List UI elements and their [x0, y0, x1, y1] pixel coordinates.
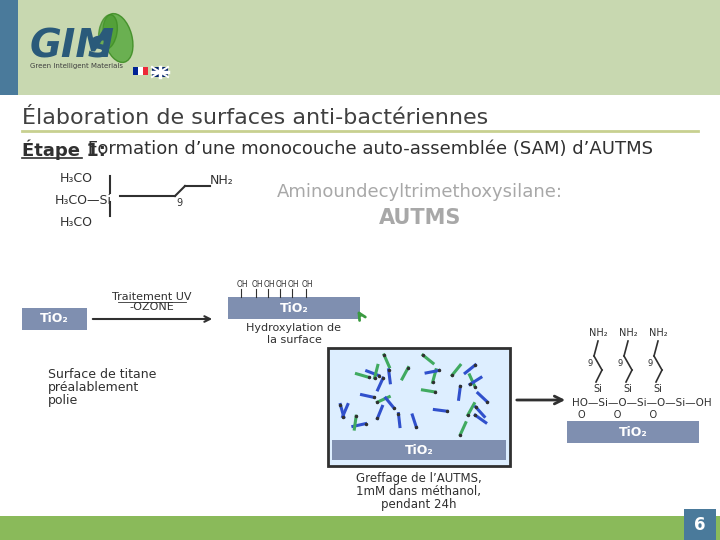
Text: HO—Si—O—Si—O—Si—OH: HO—Si—O—Si—O—Si—OH — [572, 398, 711, 408]
Text: Aminoundecyltrimethoxysilane:: Aminoundecyltrimethoxysilane: — [277, 183, 563, 201]
Text: GIM: GIM — [30, 28, 115, 66]
FancyBboxPatch shape — [138, 67, 143, 75]
Text: OH: OH — [288, 280, 300, 289]
FancyBboxPatch shape — [332, 440, 506, 460]
Text: Formation d’une monocouche auto-assemblée (SAM) d’AUTMS: Formation d’une monocouche auto-assemblé… — [82, 140, 653, 158]
Text: polie: polie — [48, 394, 78, 407]
Text: O         O         O: O O O — [578, 410, 657, 420]
Text: Greffage de l’AUTMS,: Greffage de l’AUTMS, — [356, 472, 482, 485]
Text: OH: OH — [237, 280, 248, 289]
Text: H₃CO—Si: H₃CO—Si — [55, 194, 112, 207]
Text: OH: OH — [264, 280, 276, 289]
Text: TiO₂: TiO₂ — [405, 443, 433, 456]
Text: Hydroxylation de: Hydroxylation de — [246, 323, 341, 333]
Text: 9: 9 — [588, 359, 593, 368]
FancyBboxPatch shape — [567, 421, 699, 443]
Text: 9: 9 — [618, 359, 624, 368]
Text: Green Intelligent Materials: Green Intelligent Materials — [30, 63, 123, 69]
FancyBboxPatch shape — [22, 308, 87, 330]
FancyBboxPatch shape — [133, 67, 138, 75]
Text: OH: OH — [252, 280, 264, 289]
Ellipse shape — [103, 14, 133, 63]
Text: pendant 24h: pendant 24h — [382, 498, 456, 511]
Text: NH₂: NH₂ — [618, 328, 637, 338]
Text: TiO₂: TiO₂ — [40, 313, 68, 326]
Text: Si: Si — [593, 384, 602, 394]
Text: 1mM dans méthanol,: 1mM dans méthanol, — [356, 485, 482, 498]
FancyBboxPatch shape — [143, 67, 148, 75]
FancyBboxPatch shape — [152, 67, 168, 77]
FancyBboxPatch shape — [0, 0, 18, 95]
Text: Traitement UV: Traitement UV — [112, 292, 192, 302]
Text: 9: 9 — [648, 359, 653, 368]
Text: -OZONE: -OZONE — [130, 302, 174, 312]
Text: Étape 1:: Étape 1: — [22, 140, 106, 160]
Text: 6: 6 — [694, 516, 706, 534]
FancyBboxPatch shape — [328, 348, 510, 466]
Text: H₃CO: H₃CO — [60, 172, 93, 185]
Ellipse shape — [99, 15, 117, 49]
Text: la surface: la surface — [266, 335, 321, 345]
Text: AUTMS: AUTMS — [379, 208, 462, 228]
Text: Élaboration de surfaces anti-bactériennes: Élaboration de surfaces anti-bactérienne… — [22, 108, 488, 128]
FancyBboxPatch shape — [684, 509, 716, 540]
Text: Si: Si — [623, 384, 632, 394]
FancyBboxPatch shape — [228, 297, 360, 319]
Text: TiO₂: TiO₂ — [279, 301, 308, 314]
FancyBboxPatch shape — [0, 516, 720, 540]
Text: NH₂: NH₂ — [589, 328, 607, 338]
Text: H₃CO: H₃CO — [60, 216, 93, 229]
Text: 9: 9 — [176, 198, 182, 208]
Text: OH: OH — [276, 280, 287, 289]
Text: préalablement: préalablement — [48, 381, 139, 394]
Text: OH: OH — [302, 280, 314, 289]
Text: TiO₂: TiO₂ — [618, 426, 647, 438]
Text: Surface de titane: Surface de titane — [48, 368, 156, 381]
Text: Si: Si — [653, 384, 662, 394]
Text: s: s — [88, 28, 111, 66]
FancyBboxPatch shape — [0, 0, 720, 95]
Text: NH₂: NH₂ — [649, 328, 667, 338]
Text: NH₂: NH₂ — [210, 174, 234, 187]
